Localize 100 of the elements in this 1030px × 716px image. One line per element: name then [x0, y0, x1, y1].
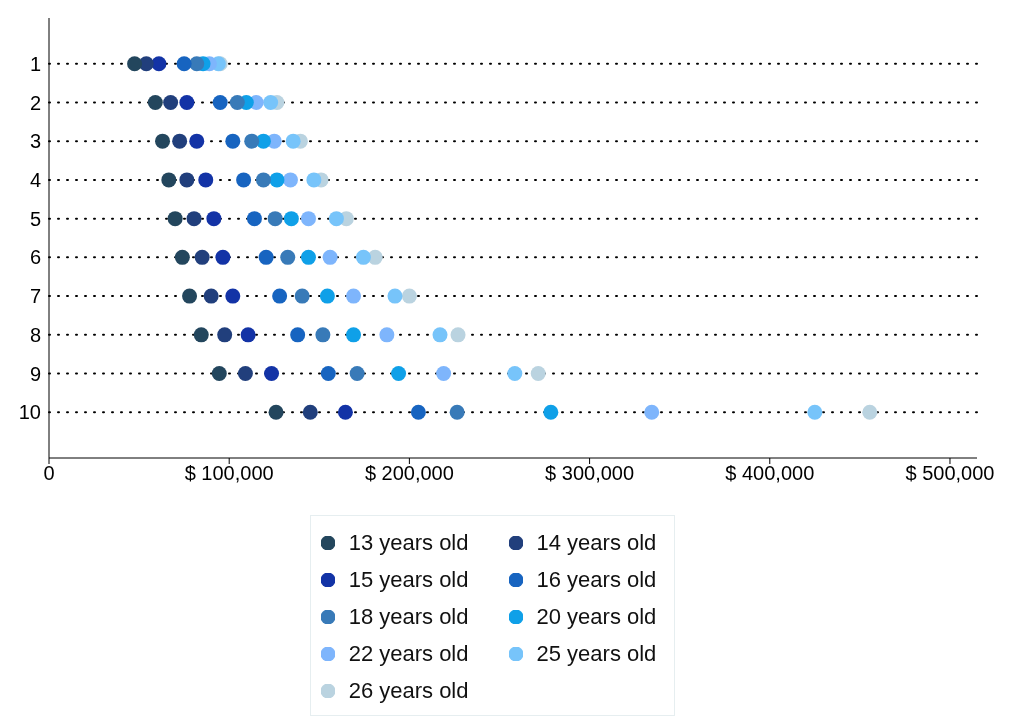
- point: [167, 211, 183, 227]
- legend-label: 26 years old: [348, 677, 469, 705]
- point: [236, 172, 252, 188]
- point: [337, 404, 353, 420]
- point: [186, 211, 202, 227]
- point: [300, 249, 316, 265]
- point: [349, 366, 365, 382]
- point: [290, 327, 306, 343]
- point: [450, 327, 466, 343]
- point: [176, 56, 192, 72]
- point: [807, 404, 823, 420]
- point: [401, 288, 417, 304]
- y-tick-label: 1: [29, 52, 41, 75]
- legend-label: 14 years old: [536, 529, 657, 557]
- legend-label: 25 years old: [536, 640, 657, 668]
- y-tick-label: 5: [29, 207, 41, 230]
- point: [319, 288, 335, 304]
- point: [300, 211, 316, 227]
- point: [282, 172, 298, 188]
- point: [172, 133, 188, 149]
- point: [147, 94, 163, 110]
- point: [244, 133, 260, 149]
- x-tick-label: 0: [43, 462, 55, 485]
- point: [127, 56, 143, 72]
- point: [285, 133, 301, 149]
- point: [294, 288, 310, 304]
- y-tick-label: 3: [29, 130, 41, 153]
- point: [272, 288, 288, 304]
- legend-label: 16 years old: [536, 566, 657, 594]
- point: [449, 404, 465, 420]
- point: [155, 133, 171, 149]
- point: [203, 288, 219, 304]
- point: [432, 327, 448, 343]
- point: [225, 133, 241, 149]
- point: [217, 327, 233, 343]
- point: [179, 94, 195, 110]
- y-tick-label: 10: [18, 401, 41, 424]
- x-tick-label: $ 200,000: [364, 462, 454, 485]
- point: [306, 172, 322, 188]
- point: [237, 366, 253, 382]
- point: [644, 404, 660, 420]
- point: [269, 172, 285, 188]
- point: [320, 366, 336, 382]
- y-tick-label: 7: [29, 285, 41, 308]
- point: [379, 327, 395, 343]
- point: [179, 172, 195, 188]
- legend-label: 20 years old: [536, 603, 657, 631]
- y-tick-label: 6: [29, 246, 41, 269]
- point: [263, 94, 279, 110]
- point: [194, 249, 210, 265]
- point: [283, 211, 299, 227]
- point: [198, 172, 214, 188]
- point: [225, 288, 241, 304]
- point: [206, 211, 222, 227]
- legend-label: 22 years old: [348, 640, 469, 668]
- point: [240, 327, 256, 343]
- point: [189, 56, 205, 72]
- point: [507, 366, 523, 382]
- point: [211, 366, 227, 382]
- legend-label: 15 years old: [348, 566, 469, 594]
- point: [328, 211, 344, 227]
- point: [212, 94, 228, 110]
- point: [530, 366, 546, 382]
- point: [215, 249, 231, 265]
- legend-label: 13 years old: [348, 529, 469, 557]
- point: [229, 94, 245, 110]
- point: [258, 249, 274, 265]
- point: [862, 404, 878, 420]
- point: [246, 211, 262, 227]
- y-tick-label: 2: [29, 91, 41, 114]
- point: [410, 404, 426, 420]
- y-tick-label: 4: [29, 169, 41, 191]
- point: [355, 249, 371, 265]
- point: [302, 404, 318, 420]
- point: [322, 249, 338, 265]
- point: [255, 172, 271, 188]
- point: [174, 249, 190, 265]
- point: [193, 327, 209, 343]
- point: [163, 94, 179, 110]
- y-tick-label: 8: [29, 323, 41, 346]
- x-tick-label: $ 500,000: [905, 462, 995, 485]
- x-tick-label: $ 300,000: [545, 462, 635, 485]
- point: [268, 404, 284, 420]
- point: [315, 327, 331, 343]
- legend-label: 18 years old: [348, 603, 469, 631]
- point: [346, 327, 362, 343]
- point: [387, 288, 403, 304]
- point: [264, 366, 280, 382]
- point: [267, 211, 283, 227]
- point: [189, 133, 205, 149]
- y-tick-label: 9: [29, 362, 41, 385]
- point: [346, 288, 362, 304]
- point: [436, 366, 452, 382]
- point: [280, 249, 296, 265]
- point: [182, 288, 198, 304]
- point: [161, 172, 177, 188]
- point: [151, 56, 167, 72]
- x-tick-label: $ 100,000: [184, 462, 274, 485]
- point: [543, 404, 559, 420]
- point: [391, 366, 407, 382]
